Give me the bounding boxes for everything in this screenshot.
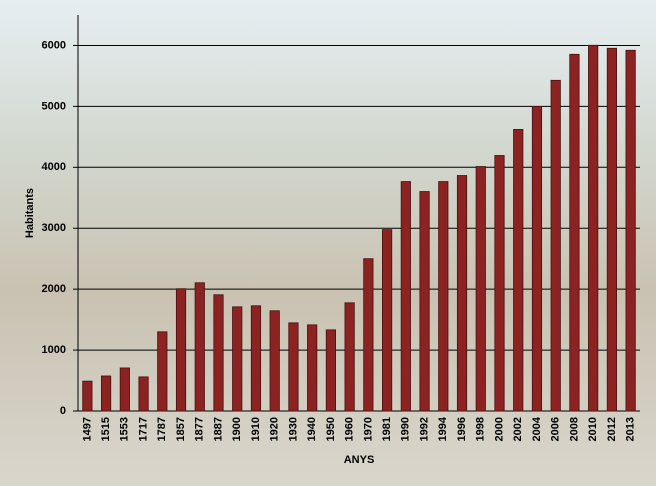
- bar: [456, 175, 468, 412]
- x-tick-label: 2012: [606, 417, 618, 441]
- bar: [531, 105, 543, 412]
- bar: [269, 310, 280, 412]
- bar: [569, 53, 580, 412]
- bar: [307, 324, 318, 412]
- x-tick-label: 1717: [137, 417, 149, 441]
- x-tick-label: 1960: [344, 417, 356, 441]
- bar: [288, 322, 299, 412]
- x-axis-label: ANYS: [344, 454, 375, 466]
- y-axis-label: Habitants: [24, 188, 36, 238]
- x-tick-label: 1887: [212, 417, 224, 441]
- x-tick-label: 2010: [587, 417, 599, 441]
- bar: [213, 294, 224, 412]
- bar: [101, 375, 112, 412]
- x-tick-label: 1940: [306, 417, 318, 441]
- x-tick-label: 2002: [512, 417, 524, 441]
- y-tick-label: 1000: [42, 344, 66, 356]
- bar: [606, 47, 617, 412]
- y-tick-label: 3000: [42, 222, 66, 234]
- x-tick-label: 1497: [81, 417, 93, 441]
- x-tick-label: 2000: [493, 417, 505, 441]
- bar: [625, 49, 636, 412]
- x-tick-label: 1857: [175, 417, 187, 441]
- bar: [382, 229, 393, 412]
- x-tick-label: 1787: [156, 417, 168, 441]
- bar: [494, 155, 505, 412]
- bar: [344, 302, 355, 412]
- x-tick-label: 1996: [456, 417, 468, 441]
- x-tick-label: 2004: [531, 416, 543, 441]
- x-tick-label: 1994: [437, 416, 449, 441]
- bar: [138, 376, 149, 412]
- x-tick-label: 2008: [568, 417, 580, 441]
- x-tick-label: 1992: [418, 417, 430, 441]
- x-tick-label: 1920: [269, 417, 281, 441]
- y-tick-label: 4000: [42, 161, 66, 173]
- y-tick-label: 6000: [42, 39, 66, 51]
- x-tick-label: 1950: [325, 417, 337, 441]
- bar: [325, 329, 336, 412]
- x-tick-label: 1981: [381, 417, 393, 441]
- bar: [513, 129, 524, 412]
- x-tick-label: 1900: [231, 417, 243, 441]
- bar: [157, 331, 168, 412]
- x-tick-label: 1515: [100, 417, 112, 441]
- bar: [194, 282, 205, 412]
- x-tick-label: 1877: [194, 417, 206, 441]
- bar: [419, 191, 430, 412]
- bar: [363, 258, 374, 412]
- bar: [82, 380, 93, 412]
- bar: [175, 288, 187, 412]
- bar: [475, 166, 486, 412]
- y-tick-label: 5000: [42, 100, 66, 112]
- x-tick-label: 1910: [250, 417, 262, 441]
- bar: [232, 306, 243, 412]
- x-tick-label: 1970: [362, 417, 374, 441]
- bar: [438, 181, 449, 412]
- y-tick-label: 2000: [42, 283, 66, 295]
- x-tick-label: 1990: [400, 417, 412, 441]
- bar: [550, 79, 561, 412]
- bar: [119, 367, 130, 412]
- x-tick-label: 2013: [625, 417, 637, 441]
- bar: [400, 181, 411, 412]
- bar: [250, 305, 262, 412]
- x-tick-label: 2006: [550, 417, 562, 441]
- x-tick-label: 1553: [119, 417, 131, 441]
- bar: [588, 44, 599, 412]
- y-tick-label: 0: [60, 405, 66, 417]
- x-tick-label: 1998: [475, 417, 487, 441]
- x-tick-label: 1930: [287, 417, 299, 441]
